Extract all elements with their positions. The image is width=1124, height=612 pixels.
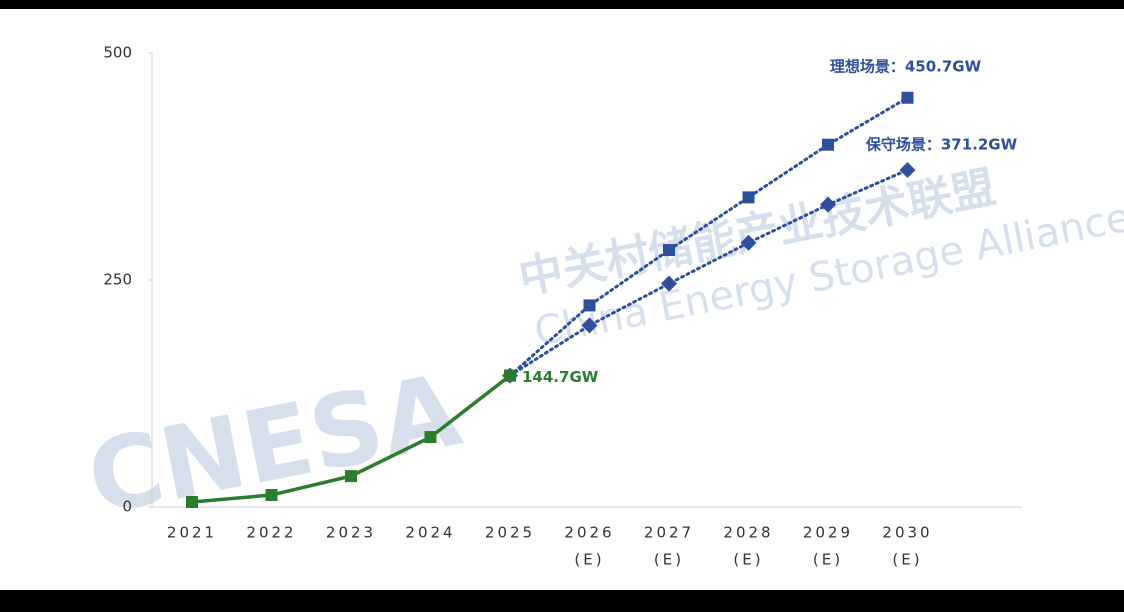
series-line — [508, 168, 909, 378]
marker — [265, 489, 278, 502]
marker — [345, 470, 357, 483]
marker — [822, 138, 834, 151]
x-tick-label: 2026 — [564, 524, 614, 542]
y-tick-label: 500 — [103, 44, 132, 62]
marker — [424, 431, 437, 444]
marker — [820, 196, 836, 213]
x-tick-label: (E) — [574, 551, 604, 569]
x-tick-label: 2024 — [405, 524, 455, 542]
value-label: 理想场景：450.7GW — [830, 57, 982, 75]
marker — [740, 234, 757, 251]
x-tick-label: 2030 — [882, 524, 932, 542]
marker — [186, 496, 198, 509]
x-tick-label: (E) — [733, 551, 763, 569]
series-line — [508, 96, 909, 378]
x-tick-label: (E) — [654, 551, 684, 569]
top-band — [0, 0, 1124, 9]
x-tick-label: (E) — [813, 551, 843, 569]
y-tick-label: 0 — [122, 498, 132, 516]
x-tick-label: 2025 — [485, 524, 535, 542]
value-label: 144.7GW — [522, 368, 599, 386]
marker — [661, 275, 677, 292]
value-label: 保守场景：371.2GW — [865, 135, 1018, 153]
marker — [742, 191, 755, 204]
x-tick-label: 2022 — [246, 524, 296, 542]
marker — [901, 91, 914, 104]
x-tick-label: 2028 — [723, 524, 773, 542]
y-tick-label: 250 — [103, 271, 132, 289]
x-tick-label: 2027 — [644, 524, 694, 542]
marker — [581, 317, 598, 334]
x-tick-label: 2021 — [167, 524, 217, 542]
marker — [663, 244, 675, 257]
bottom-band — [0, 590, 1124, 612]
x-tick-label: 2023 — [326, 524, 376, 542]
marker — [583, 299, 596, 312]
x-tick-label: (E) — [892, 551, 922, 569]
marker — [504, 369, 516, 382]
x-tick-label: 2029 — [803, 524, 853, 542]
marker — [899, 161, 916, 178]
